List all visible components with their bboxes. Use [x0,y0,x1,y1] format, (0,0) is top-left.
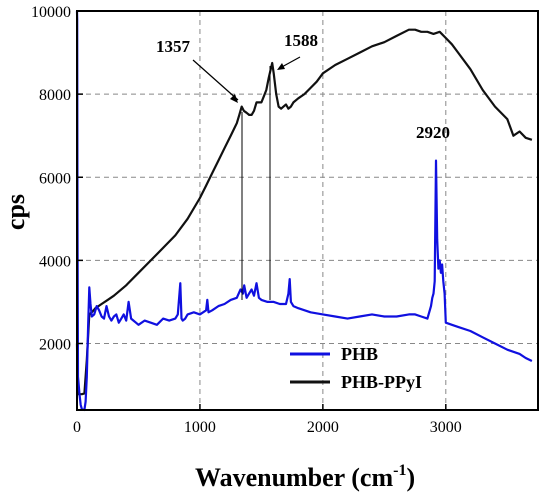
series-line-phb-ppyi [75,28,533,396]
legend-label-phb-ppyi: PHB-PPyI [341,372,422,392]
plot-frame [76,10,539,411]
y-tick-label: 6000 [39,170,71,187]
axes [76,10,539,411]
y-tick-label: 2000 [39,337,71,354]
legend-label-phb: PHB [341,344,378,364]
annotation-1357: 1357 [156,37,191,56]
annotation-1588: 1588 [284,31,318,50]
y-axis-title: cps [1,194,30,230]
annotation-arrowhead-1357 [230,94,238,103]
x-axis-title-main: Wavenumber (cm [195,463,393,492]
grid-lines [77,11,538,410]
series-line-phb [75,10,533,412]
annotation-arrowhead-1588 [277,63,285,70]
series-layer [75,10,533,412]
annotation-2920: 2920 [416,123,450,142]
x-axis-title: Wavenumber (cm-1) [195,462,415,492]
x-axis-title-superscript: -1 [393,462,406,479]
annotation-arrow-1357 [192,59,239,101]
tick-labels: 0 1000 2000 3000 2000 4000 6000 8000 10000 [31,4,462,436]
legend: PHB PHB-PPyI [290,344,422,392]
y-tick-label: 8000 [39,87,71,104]
x-tick-label: 1000 [184,419,216,436]
y-tick-label: 4000 [39,253,71,270]
x-tick-label: 2000 [307,419,339,436]
x-axis-title-close: ) [406,463,415,492]
annotation-layer: 1357 1588 2920 [156,31,450,300]
x-tick-label: 0 [73,419,81,436]
y-tick-label: 10000 [31,4,71,21]
x-tick-label: 3000 [430,419,462,436]
